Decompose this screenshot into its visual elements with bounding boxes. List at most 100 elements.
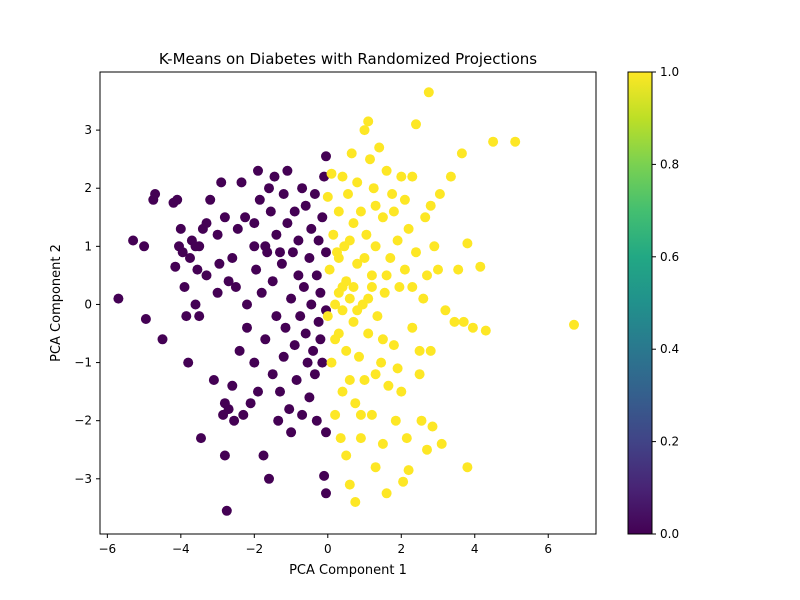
x-tick-label: 6: [544, 542, 552, 556]
scatter-point-cluster-1: [348, 282, 359, 292]
scatter-point-cluster-1: [348, 316, 359, 327]
scatter-point-cluster-1: [322, 311, 333, 322]
scatter-point-cluster-1: [359, 125, 370, 136]
scatter-point-cluster-0: [306, 223, 317, 234]
scatter-point-cluster-1: [363, 293, 374, 304]
scatter-point-cluster-0: [317, 212, 328, 223]
scatter-point-cluster-0: [271, 229, 282, 240]
scatter-point-cluster-0: [194, 311, 205, 322]
scatter-point-cluster-0: [267, 369, 278, 380]
scatter-point-cluster-1: [344, 235, 355, 246]
scatter-point-cluster-0: [304, 392, 315, 403]
scatter-point-cluster-0: [300, 328, 311, 339]
scatter-point-cluster-0: [249, 241, 260, 252]
scatter-point-cluster-0: [289, 206, 300, 217]
scatter-point-cluster-0: [201, 270, 212, 281]
scatter-point-cluster-1: [385, 253, 396, 263]
scatter-point-cluster-1: [366, 270, 377, 281]
scatter-point-cluster-1: [337, 386, 348, 397]
scatter-point-cluster-0: [251, 264, 262, 275]
scatter-point-cluster-1: [370, 200, 381, 211]
scatter-point-cluster-0: [269, 171, 280, 182]
scatter-point-cluster-0: [300, 200, 311, 211]
scatter-point-cluster-1: [348, 218, 359, 229]
scatter-point-cluster-0: [190, 299, 201, 310]
scatter-point-cluster-1: [392, 363, 403, 374]
scatter-point-cluster-1: [399, 194, 410, 205]
scatter-point-cluster-1: [330, 299, 341, 310]
scatter-point-cluster-1: [355, 433, 366, 444]
scatter-point-cluster-0: [236, 177, 247, 188]
scatter-point-cluster-0: [249, 357, 260, 368]
scatter-point-cluster-0: [253, 386, 263, 397]
scatter-point-cluster-1: [344, 375, 355, 385]
scatter-point-cluster-0: [139, 241, 150, 252]
scatter-point-cluster-0: [256, 287, 267, 298]
scatter-point-cluster-0: [172, 194, 183, 205]
scatter-point-cluster-1: [363, 116, 374, 127]
scatter-point-cluster-0: [190, 241, 201, 252]
scatter-point-cluster-0: [253, 165, 263, 176]
scatter-point-cluster-0: [311, 415, 322, 426]
scatter-point-cluster-1: [326, 357, 337, 368]
scatter-point-cluster-0: [319, 470, 330, 481]
scatter-point-cluster-1: [427, 421, 438, 432]
scatter-point-cluster-0: [201, 218, 212, 229]
scatter-point-cluster-1: [381, 165, 392, 176]
scatter-point-cluster-0: [276, 258, 287, 269]
y-tick-label: 1: [84, 239, 92, 253]
scatter-point-cluster-0: [113, 293, 124, 304]
scatter-point-cluster-0: [308, 345, 319, 356]
scatter-point-cluster-1: [333, 287, 344, 298]
scatter-point-cluster-1: [436, 438, 447, 449]
scatter-point-cluster-1: [569, 319, 579, 330]
scatter-point-cluster-0: [309, 369, 320, 380]
y-tick-label: −2: [74, 414, 92, 428]
scatter-point-cluster-0: [227, 253, 238, 263]
scatter-point-cluster-1: [422, 270, 432, 281]
scatter-point-cluster-0: [280, 322, 291, 333]
scatter-point-cluster-1: [453, 264, 464, 275]
scatter-point-cluster-1: [456, 148, 467, 159]
scatter-point-cluster-1: [396, 386, 407, 397]
colorbar-tick-label: 0.8: [660, 157, 679, 171]
scatter-point-cluster-1: [396, 171, 407, 182]
scatter-point-cluster-0: [321, 427, 331, 438]
scatter-point-cluster-0: [157, 334, 168, 345]
scatter-point-cluster-0: [311, 270, 322, 281]
scatter-point-cluster-0: [150, 189, 161, 199]
scatter-point-cluster-1: [366, 282, 377, 292]
y-tick-label: 2: [84, 181, 92, 195]
scatter-point-cluster-1: [425, 345, 436, 356]
scatter-point-cluster-1: [322, 191, 333, 202]
y-axis-label: PCA Component 2: [49, 244, 64, 362]
x-axis-label: PCA Component 1: [289, 563, 407, 578]
scatter-point-cluster-0: [317, 357, 328, 368]
scatter-point-cluster-0: [286, 427, 297, 438]
scatter-point-cluster-0: [230, 282, 241, 292]
scatter-point-cluster-0: [282, 165, 293, 176]
x-tick-label: 0: [324, 542, 332, 556]
scatter-point-cluster-0: [208, 375, 219, 385]
y-tick-label: −3: [74, 472, 92, 486]
scatter-point-cluster-0: [242, 322, 252, 333]
colorbar-tick-label: 0.0: [660, 527, 679, 541]
scatter-point-cluster-0: [321, 488, 331, 499]
scatter-point-cluster-0: [260, 334, 271, 345]
scatter-point-cluster-1: [475, 261, 486, 272]
scatter-point-cluster-0: [264, 473, 274, 484]
scatter-point-cluster-0: [282, 218, 293, 229]
scatter-point-cluster-1: [414, 345, 425, 356]
scatter-point-cluster-0: [179, 282, 190, 292]
colorbar-tick-label: 0.2: [660, 435, 679, 449]
scatter-point-cluster-0: [170, 261, 181, 272]
scatter-point-cluster-0: [221, 505, 232, 516]
scatter-point-cluster-1: [370, 241, 381, 252]
scatter-point-cluster-0: [240, 212, 251, 223]
scatter-point-cluster-0: [185, 253, 195, 263]
scatter-point-cluster-0: [321, 247, 331, 258]
scatter-point-cluster-0: [295, 311, 306, 322]
scatter-point-cluster-1: [411, 119, 421, 130]
scatter-point-cluster-1: [355, 409, 366, 420]
